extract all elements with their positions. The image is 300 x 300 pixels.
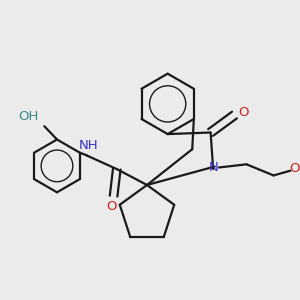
- Text: O: O: [106, 200, 116, 213]
- Text: OH: OH: [18, 110, 38, 123]
- Text: N: N: [209, 161, 219, 174]
- Text: NH: NH: [79, 139, 99, 152]
- Text: O: O: [289, 162, 299, 175]
- Text: O: O: [238, 106, 249, 119]
